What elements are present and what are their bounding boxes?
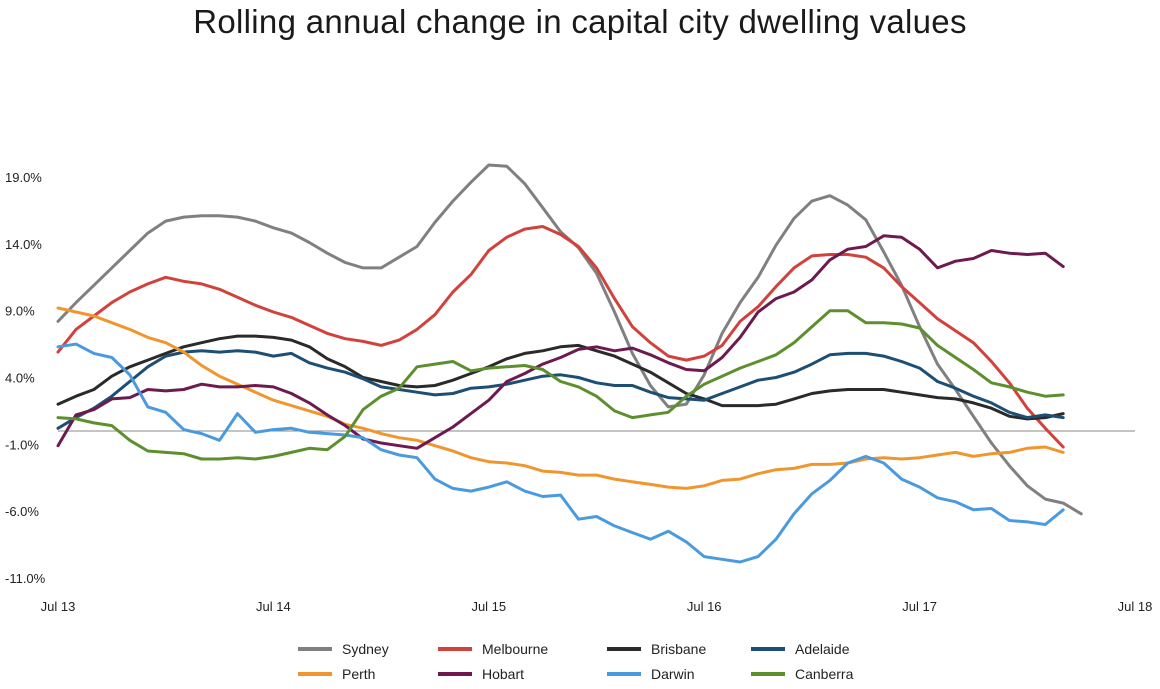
series-line-melbourne bbox=[56, 225, 1065, 449]
x-tick-label: Jul 15 bbox=[471, 599, 506, 614]
legend-label-adelaide: Adelaide bbox=[795, 641, 850, 657]
legend-label-hobart: Hobart bbox=[482, 666, 524, 682]
legend: Sydney Melbourne Brisbane Adelaide Perth Hoba… bbox=[298, 641, 854, 682]
legend-label-perth: Perth bbox=[342, 666, 375, 682]
y-tick-label: 4.0% bbox=[5, 371, 35, 386]
x-tick-label: Jul 13 bbox=[41, 599, 76, 614]
legend-label-darwin: Darwin bbox=[651, 666, 695, 682]
series-line-brisbane bbox=[56, 334, 1065, 421]
x-axis: Jul 13 Jul 14 Jul 15 Jul 16 Jul 17 Jul 18 bbox=[41, 599, 1153, 614]
x-tick-label: Jul 17 bbox=[902, 599, 937, 614]
x-tick-label: Jul 16 bbox=[687, 599, 722, 614]
legend-label-canberra: Canberra bbox=[795, 666, 854, 682]
y-tick-label: 19.0% bbox=[5, 170, 42, 185]
chart-title: Rolling annual change in capital city dw… bbox=[193, 3, 967, 40]
x-tick-label: Jul 18 bbox=[1118, 599, 1153, 614]
series-line-canberra bbox=[56, 309, 1065, 461]
y-tick-label: 9.0% bbox=[5, 304, 35, 319]
series-line-hobart bbox=[56, 234, 1065, 450]
legend-label-brisbane: Brisbane bbox=[651, 641, 706, 657]
legend-label-sydney: Sydney bbox=[342, 641, 389, 657]
legend-label-melbourne: Melbourne bbox=[482, 641, 548, 657]
y-tick-label: -1.0% bbox=[5, 437, 39, 452]
series-line-perth bbox=[56, 306, 1065, 490]
y-tick-label: -6.0% bbox=[5, 504, 39, 519]
series-line-darwin bbox=[56, 342, 1065, 564]
y-axis: 19.0% 14.0% 9.0% 4.0% -1.0% -6.0% -11.0% bbox=[5, 170, 46, 586]
x-tick-label: Jul 14 bbox=[256, 599, 291, 614]
y-tick-label: -11.0% bbox=[5, 571, 46, 586]
y-tick-label: 14.0% bbox=[5, 237, 42, 252]
series-line-adelaide bbox=[56, 349, 1065, 430]
series-group bbox=[56, 163, 1083, 564]
